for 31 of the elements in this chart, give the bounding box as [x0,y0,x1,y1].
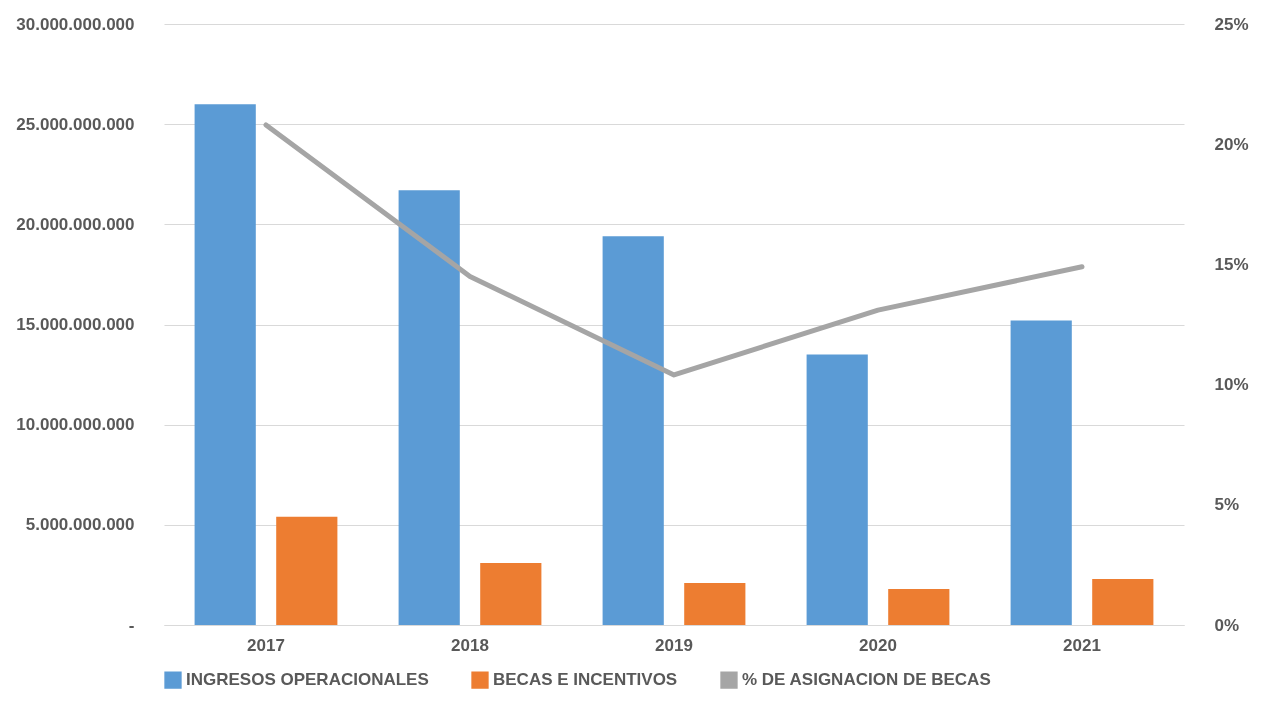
bar [684,582,746,625]
x-tick-label: 2019 [655,635,693,655]
y2-tick-label: 25% [1214,14,1249,34]
y-tick-label: 25.000.000.000 [16,114,135,134]
x-tick-label: 2017 [247,635,285,655]
x-tick-label: 2020 [859,635,897,655]
x-tick-label: 2021 [1063,635,1101,655]
bar [194,104,256,625]
y-tick-label: 30.000.000.000 [16,14,135,34]
bar [398,190,460,625]
x-tick-label: 2018 [451,635,489,655]
y2-tick-label: 10% [1214,375,1249,395]
legend-label: INGRESOS OPERACIONALES [186,670,429,690]
y2-tick-label: 15% [1214,254,1249,274]
y-tick-label: 10.000.000.000 [16,415,135,435]
legend-label: BECAS E INCENTIVOS [493,670,678,690]
y-tick-label: 15.000.000.000 [16,315,135,334]
legend-label: % DE ASIGNACION DE BECAS [742,670,991,690]
bar [276,516,338,625]
y2-tick-label: 5% [1214,495,1240,515]
bar [1092,578,1154,625]
bar [1010,320,1072,625]
bar [888,588,950,625]
bar [480,562,542,625]
bar [602,236,664,625]
y2-tick-label: 0% [1214,615,1240,635]
y2-tick-label: 20% [1214,134,1249,154]
y-tick-label: - [128,615,135,635]
bar [806,354,868,625]
y-tick-label: 20.000.000.000 [16,214,135,234]
y-tick-label: 5.000.000.000 [25,515,135,535]
